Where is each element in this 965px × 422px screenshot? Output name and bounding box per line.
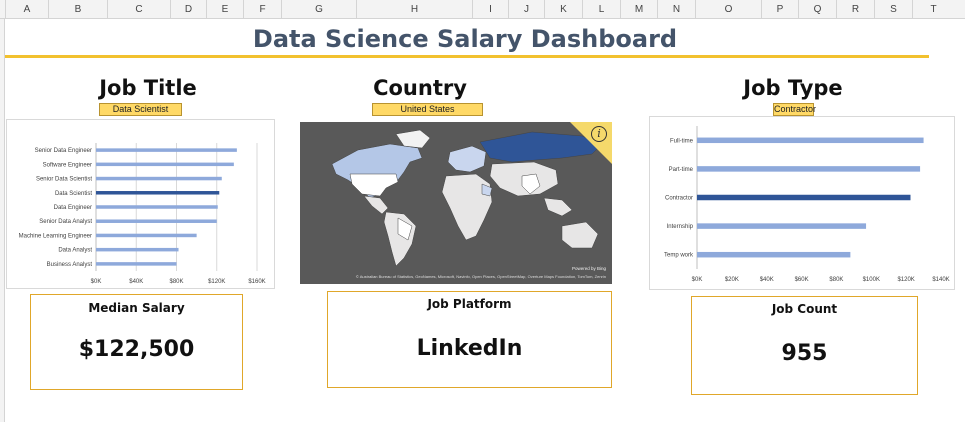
column-header-s[interactable]: S [874, 0, 912, 19]
job-title-bar-chart: Senior Data Engineer Software Engineer Sen… [19, 143, 266, 285]
column-header-b[interactable]: B [48, 0, 107, 19]
dashboard-title: Data Science Salary Dashboard [252, 25, 678, 53]
x-tick-label: $140K [932, 277, 949, 283]
x-tick-label: $80K [169, 279, 183, 285]
bar-data-analyst[interactable] [96, 247, 179, 252]
column-header-f[interactable]: F [243, 0, 281, 19]
bar-data-engineer[interactable] [96, 205, 218, 209]
x-tick-label: $40K [129, 279, 143, 285]
category-label: Business Analyst [47, 262, 93, 268]
x-tick-label: $120K [897, 277, 914, 283]
job-type-selector[interactable]: Contractor [773, 103, 817, 116]
job-title-selector[interactable]: Data Scientist [99, 103, 182, 116]
category-label: Software Engineer [43, 162, 92, 168]
job-title-heading: Job Title [99, 76, 197, 100]
category-label: Data Analyst [58, 248, 92, 254]
united-states-region [349, 173, 399, 197]
row-header-strip [0, 19, 5, 422]
bar-contractor[interactable] [697, 194, 911, 201]
x-tick-label: $100K [863, 277, 880, 283]
category-label: Full-time [670, 138, 694, 144]
column-header-e[interactable]: E [206, 0, 243, 19]
x-tick-label: $80K [829, 277, 843, 283]
x-tick-label: $60K [795, 277, 809, 283]
x-tick-label: $120K [208, 279, 225, 285]
title-underline [5, 55, 929, 58]
category-label: Temp work [664, 253, 694, 259]
map-info-corner [570, 122, 612, 164]
column-header-m[interactable]: M [620, 0, 657, 19]
bar-machine-learning-engineer[interactable] [96, 233, 197, 238]
job-platform-label: Job Platform [427, 297, 512, 311]
column-header-c[interactable]: C [107, 0, 170, 19]
median-salary-card: Median Salary $122,500 [30, 294, 243, 390]
bar-senior-data-analyst[interactable] [96, 219, 217, 223]
column-header-l[interactable]: L [582, 0, 620, 19]
category-label: Senior Data Engineer [35, 148, 92, 154]
map-credits: © Australian Bureau of Statistics, GeoNa… [355, 274, 606, 279]
bar-senior-data-scientist[interactable] [96, 176, 222, 181]
info-icon[interactable]: i [591, 126, 607, 142]
x-tick-label: $160K [248, 279, 265, 285]
column-header-t[interactable]: T [912, 0, 954, 19]
country-heading: Country [373, 76, 467, 100]
world-map-shapes [331, 129, 603, 267]
bar-data-scientist[interactable] [96, 191, 220, 195]
job-title-salary-chart: Senior Data Engineer Software Engineer Sen… [6, 119, 275, 289]
column-header-p[interactable]: P [761, 0, 798, 19]
country-selector[interactable]: United States [372, 103, 483, 116]
job-type-heading: Job Type [743, 76, 843, 100]
bar-senior-data-engineer[interactable] [96, 148, 237, 152]
category-label: Data Scientist [55, 191, 92, 197]
column-header-o[interactable]: O [695, 0, 761, 19]
column-header-i[interactable]: I [472, 0, 508, 19]
column-header-q[interactable]: Q [798, 0, 836, 19]
job-type-bar-chart: Full-time Part-time Contractor Internship Te… [664, 126, 950, 283]
column-header-h[interactable]: H [356, 0, 472, 19]
map-powered-by: Powered by Bing [571, 266, 606, 271]
bar-part-time[interactable] [697, 166, 921, 172]
bar-business-analyst[interactable] [96, 262, 177, 266]
median-salary-label: Median Salary [88, 301, 185, 315]
bar-internship[interactable] [697, 223, 867, 229]
category-label: Part-time [669, 167, 694, 173]
category-label: Data Engineer [54, 205, 92, 211]
bar-full-time[interactable] [697, 137, 924, 144]
job-count-card: Job Count 955 [691, 296, 918, 395]
job-type-salary-chart: Full-time Part-time Contractor Internship Te… [649, 116, 955, 290]
x-tick-label: $0K [91, 279, 102, 285]
job-count-label: Job Count [771, 302, 838, 316]
world-map[interactable]: i Powered by Bing © Australian Bureau of… [300, 122, 612, 284]
job-count-value: 955 [781, 341, 828, 366]
job-platform-value: LinkedIn [416, 336, 523, 361]
category-label: Senior Data Scientist [36, 177, 92, 183]
x-tick-label: $0K [692, 277, 703, 283]
column-header-n[interactable]: N [657, 0, 695, 19]
column-header-a[interactable]: A [5, 0, 48, 19]
column-header-r[interactable]: R [836, 0, 874, 19]
column-header-k[interactable]: K [544, 0, 582, 19]
column-header-g[interactable]: G [281, 0, 356, 19]
bar-software-engineer[interactable] [96, 162, 234, 167]
x-tick-label: $20K [725, 277, 739, 283]
job-platform-card: Job Platform LinkedIn [327, 291, 612, 388]
column-header-j[interactable]: J [508, 0, 544, 19]
category-label: Senior Data Analyst [39, 219, 92, 225]
median-salary-value: $122,500 [78, 337, 195, 362]
bar-temp-work[interactable] [697, 251, 851, 258]
x-tick-label: $40K [760, 277, 774, 283]
column-header-d[interactable]: D [170, 0, 206, 19]
category-label: Machine Learning Engineer [19, 233, 92, 239]
category-label: Contractor [665, 196, 693, 202]
category-label: Internship [667, 224, 694, 230]
